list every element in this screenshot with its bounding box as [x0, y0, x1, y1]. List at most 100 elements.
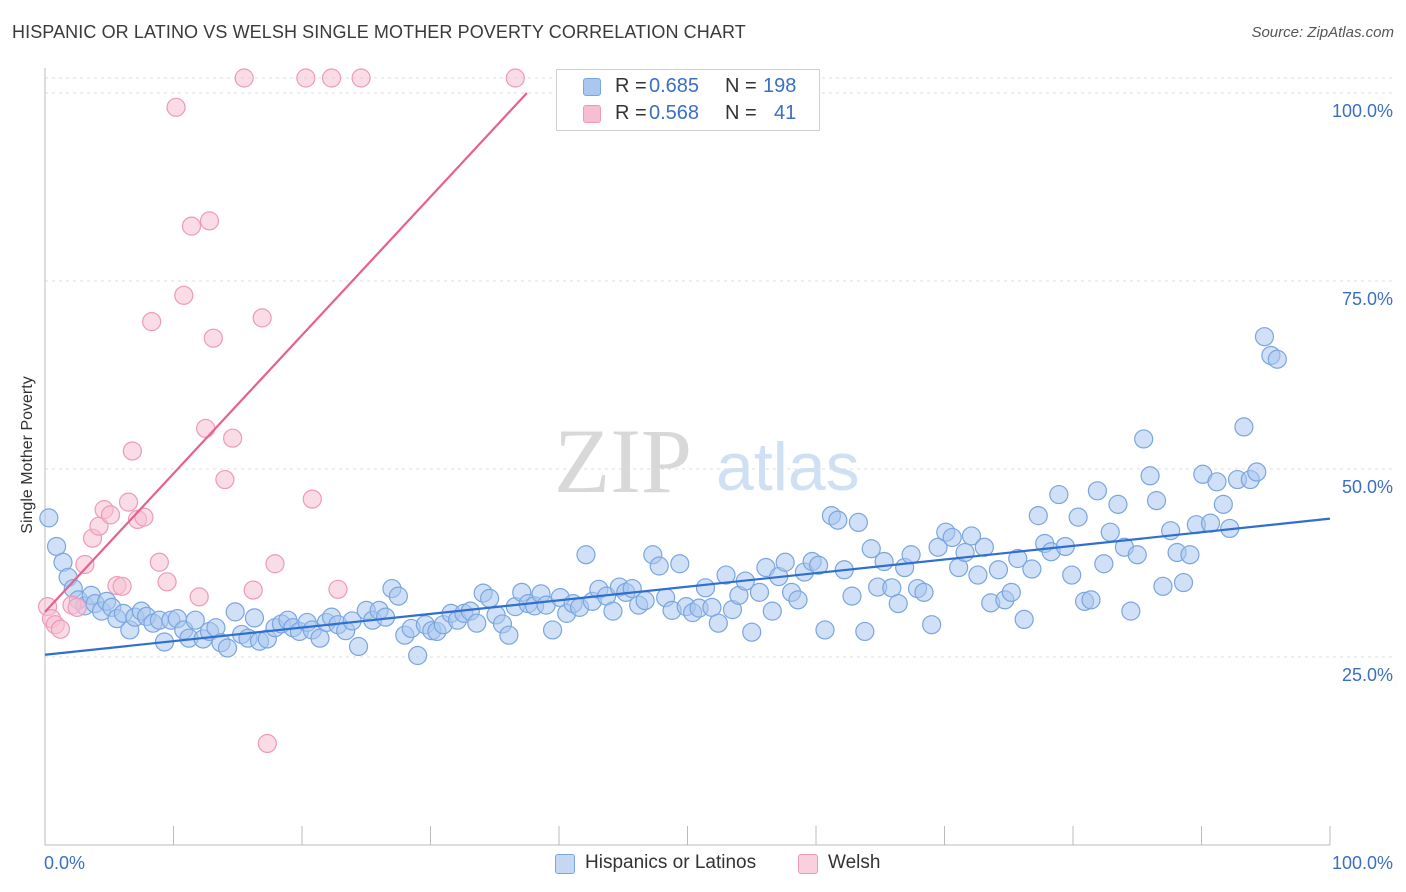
- point-hispanics: [1173, 572, 1194, 593]
- x-tick-label: 100.0%: [1332, 853, 1393, 873]
- point-hispanics: [1100, 522, 1120, 542]
- point-hispanics: [749, 582, 770, 602]
- point-welsh: [265, 554, 285, 574]
- point-hispanics: [1234, 417, 1254, 437]
- point-hispanics: [217, 638, 238, 658]
- point-welsh: [118, 492, 139, 512]
- point-hispanics: [808, 555, 829, 575]
- point-hispanics: [542, 620, 563, 640]
- point-hispanics: [1207, 472, 1227, 492]
- point-hispanics: [695, 578, 716, 598]
- point-hispanics: [942, 527, 962, 548]
- point-hispanics: [708, 613, 728, 633]
- point-welsh: [252, 308, 272, 328]
- y-tick-label: 75.0%: [1342, 289, 1393, 309]
- point-hispanics: [842, 586, 862, 606]
- r-label: R =: [615, 75, 647, 97]
- legend-row-hispanics: R = 0.685 N = 198: [557, 73, 819, 101]
- point-hispanics: [1049, 484, 1069, 505]
- point-hispanics: [914, 582, 934, 602]
- trend-line-hispanics: [44, 517, 1331, 656]
- point-hispanics: [1213, 494, 1233, 514]
- r-value-welsh: 0.568: [649, 102, 700, 124]
- point-hispanics: [1254, 327, 1275, 347]
- point-hispanics: [1094, 554, 1114, 574]
- y-tick-label: 100.0%: [1332, 101, 1393, 121]
- point-hispanics: [815, 620, 835, 640]
- point-welsh: [328, 579, 348, 599]
- n-label: N =: [725, 75, 757, 97]
- watermark-atlas: atlas: [716, 429, 860, 505]
- source-label: Source: ZipAtlas.com: [1251, 24, 1394, 41]
- watermark: ZIP atlas: [554, 410, 860, 512]
- point-welsh: [100, 505, 121, 525]
- point-hispanics: [1068, 507, 1088, 527]
- stats-legend: R = 0.685 N = 198 R = 0.568 N = 41: [556, 69, 820, 131]
- point-hispanics: [1087, 481, 1108, 501]
- point-hispanics: [244, 608, 265, 628]
- point-hispanics: [1022, 559, 1042, 579]
- point-hispanics: [762, 601, 782, 621]
- point-hispanics: [467, 613, 487, 633]
- point-welsh: [67, 597, 87, 617]
- point-hispanics: [635, 591, 655, 611]
- point-hispanics: [670, 554, 690, 574]
- legend-swatch-welsh: [798, 854, 818, 874]
- point-welsh: [166, 97, 186, 117]
- point-hispanics: [716, 565, 736, 585]
- point-hispanics: [1180, 545, 1200, 565]
- legend-swatch-blue: [583, 78, 601, 96]
- point-hispanics: [1081, 590, 1101, 610]
- point-welsh: [189, 587, 209, 607]
- point-hispanics: [348, 636, 369, 657]
- point-welsh: [234, 68, 254, 88]
- n-value-welsh: 41: [774, 102, 797, 124]
- point-hispanics: [828, 510, 848, 530]
- point-hispanics: [225, 602, 245, 622]
- point-hispanics: [1127, 545, 1147, 565]
- axes: [44, 68, 1331, 846]
- point-hispanics: [1108, 494, 1128, 514]
- point-hispanics: [874, 551, 894, 572]
- point-welsh: [122, 441, 142, 461]
- point-hispanics: [1014, 609, 1034, 630]
- point-welsh: [321, 68, 342, 88]
- point-hispanics: [1028, 506, 1048, 526]
- point-welsh: [196, 418, 216, 439]
- watermark-zip: ZIP: [554, 410, 692, 512]
- point-hispanics: [901, 545, 921, 565]
- point-hispanics: [408, 645, 428, 666]
- point-welsh: [157, 572, 177, 592]
- point-hispanics: [1140, 466, 1160, 486]
- point-hispanics: [848, 512, 869, 533]
- point-hispanics: [480, 588, 500, 608]
- point-hispanics: [968, 565, 988, 585]
- point-hispanics: [928, 537, 948, 557]
- point-hispanics: [888, 594, 908, 614]
- point-hispanics: [861, 539, 881, 559]
- point-hispanics: [388, 586, 408, 606]
- point-hispanics: [742, 622, 762, 642]
- point-welsh: [142, 312, 162, 332]
- point-welsh: [351, 68, 371, 88]
- point-hispanics: [1153, 576, 1173, 596]
- point-hispanics: [855, 621, 875, 642]
- point-hispanics: [1200, 513, 1221, 533]
- point-welsh: [257, 733, 277, 754]
- series-welsh-points: [37, 68, 525, 754]
- point-hispanics: [603, 601, 623, 621]
- legend-label-welsh: Welsh: [828, 852, 881, 873]
- point-welsh: [199, 211, 220, 231]
- point-hispanics: [1001, 582, 1021, 602]
- point-welsh: [75, 554, 95, 575]
- legend-label-hispanics: Hispanics or Latinos: [585, 852, 757, 873]
- tick-labels: 25.0% 50.0% 75.0% 100.0% 0.0% 100.0%: [44, 101, 1393, 873]
- n-value-hispanics: 198: [763, 75, 797, 97]
- point-hispanics: [649, 556, 669, 576]
- point-welsh: [50, 619, 71, 639]
- point-hispanics: [1008, 548, 1028, 569]
- point-welsh: [134, 507, 154, 527]
- point-hispanics: [1267, 349, 1287, 369]
- n-label: N =: [725, 102, 757, 124]
- point-hispanics: [775, 552, 795, 572]
